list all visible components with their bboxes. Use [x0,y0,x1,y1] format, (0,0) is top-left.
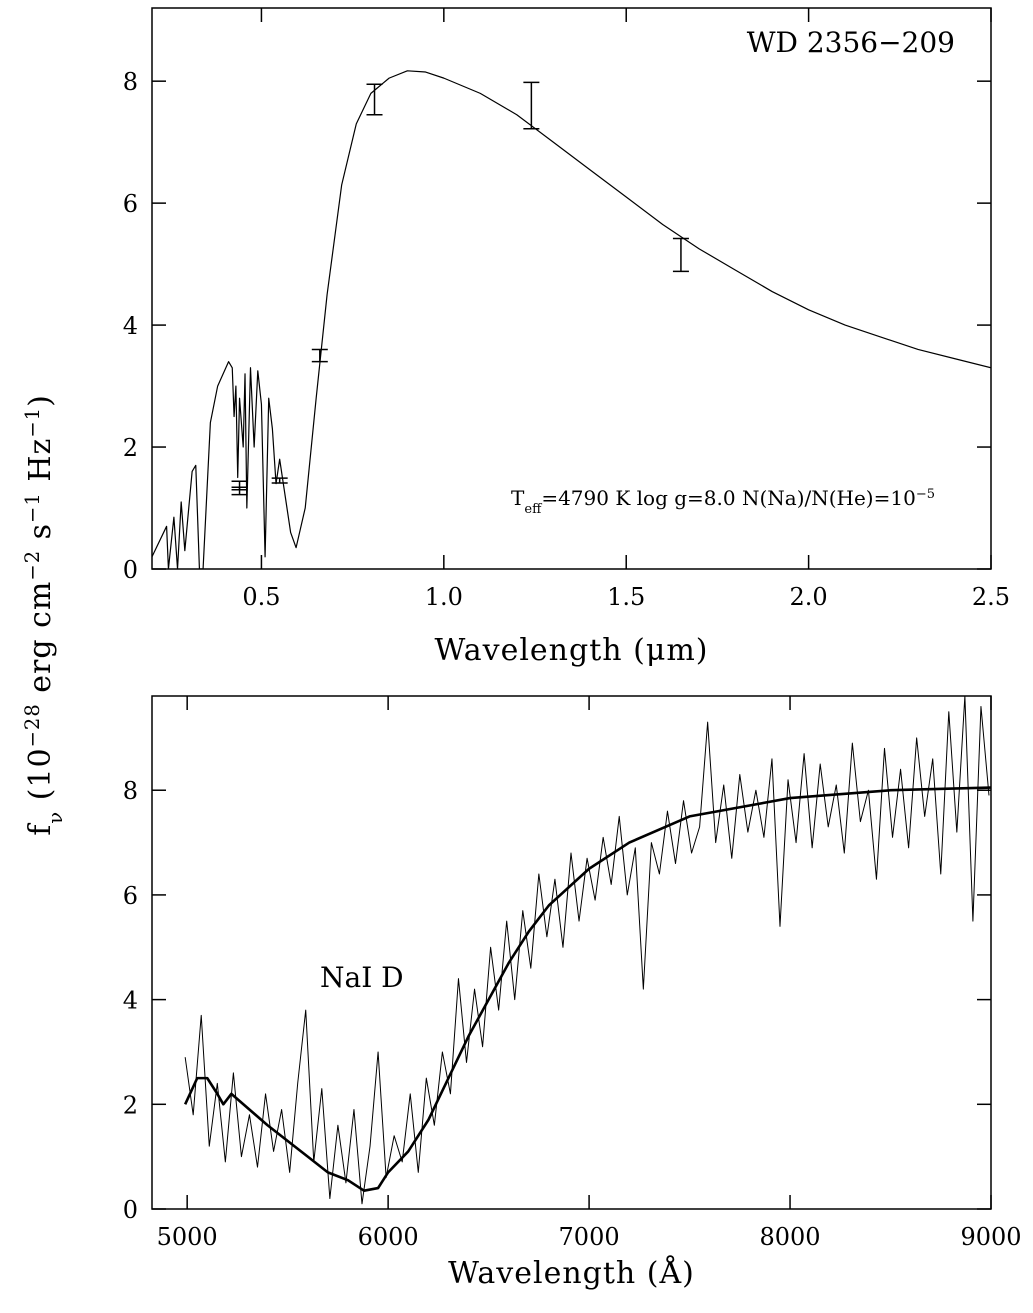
text-part: eff [524,502,543,517]
y-tick-label: 6 [123,882,138,910]
text-part: −2 [21,550,44,581]
text-part: =4790 K log g=8.0 N(Na)/N(He)=10 [541,486,916,510]
error-bar [271,477,288,484]
y-tick-label: 0 [123,556,138,584]
y-tick-label: 4 [123,987,138,1015]
error-bar [311,348,328,363]
x-axis-label: Wavelength (μm) [435,633,709,668]
y-tick-label: 2 [123,434,138,462]
text-part: −1 [21,407,44,438]
text-part: −5 [916,487,935,502]
x-tick-label: 5000 [157,1223,218,1251]
x-axis-label: Wavelength (Å) [448,1255,695,1291]
error-bar [366,83,383,116]
text-part: ν [44,811,67,824]
x-tick-label: 8000 [760,1223,821,1251]
x-tick-label: 9000 [960,1223,1021,1251]
y-tick-label: 2 [123,1091,138,1119]
plot-frame [151,7,992,570]
line-label: NaI D [320,961,404,994]
model-parameters: Teff=4790 K log g=8.0 N(Na)/N(He)=10−5 [511,486,935,517]
text-part: (10 [23,747,58,810]
y-axis-label: fν (10−28 erg cm−2 s−1 Hz−1) [21,394,67,836]
x-tick-label: 1.0 [425,583,463,611]
text-part: Hz [23,438,58,493]
y-tick-label: 4 [123,312,138,340]
y-tick-label: 8 [123,68,138,96]
spectrum-line [183,786,991,1192]
text-part: NaI D [320,961,404,994]
text-part: −1 [21,492,44,523]
text-part: T [511,486,525,510]
text-part: s [23,523,58,550]
text-part: f [23,823,58,836]
error-bar [672,237,689,273]
x-tick-label: 7000 [559,1223,620,1251]
y-tick-label: 8 [123,777,138,805]
x-tick-label: 0.5 [242,583,280,611]
y-tick-label: 6 [123,190,138,218]
y-tick-label: 0 [123,1196,138,1224]
error-bar [231,486,248,496]
text-part: −28 [21,703,44,747]
text-part: erg cm [23,581,58,704]
text-part: WD 2356−209 [747,26,955,59]
x-tick-label: 2.5 [972,583,1010,611]
spectrum-line [184,696,990,1205]
x-tick-label: 1.5 [607,583,645,611]
star-label: WD 2356−209 [747,26,955,59]
x-tick-label: 6000 [358,1223,419,1251]
x-tick-label: 2.0 [790,583,828,611]
text-part: ) [23,394,58,407]
plot-frame [151,695,992,1210]
error-bar [523,81,540,130]
